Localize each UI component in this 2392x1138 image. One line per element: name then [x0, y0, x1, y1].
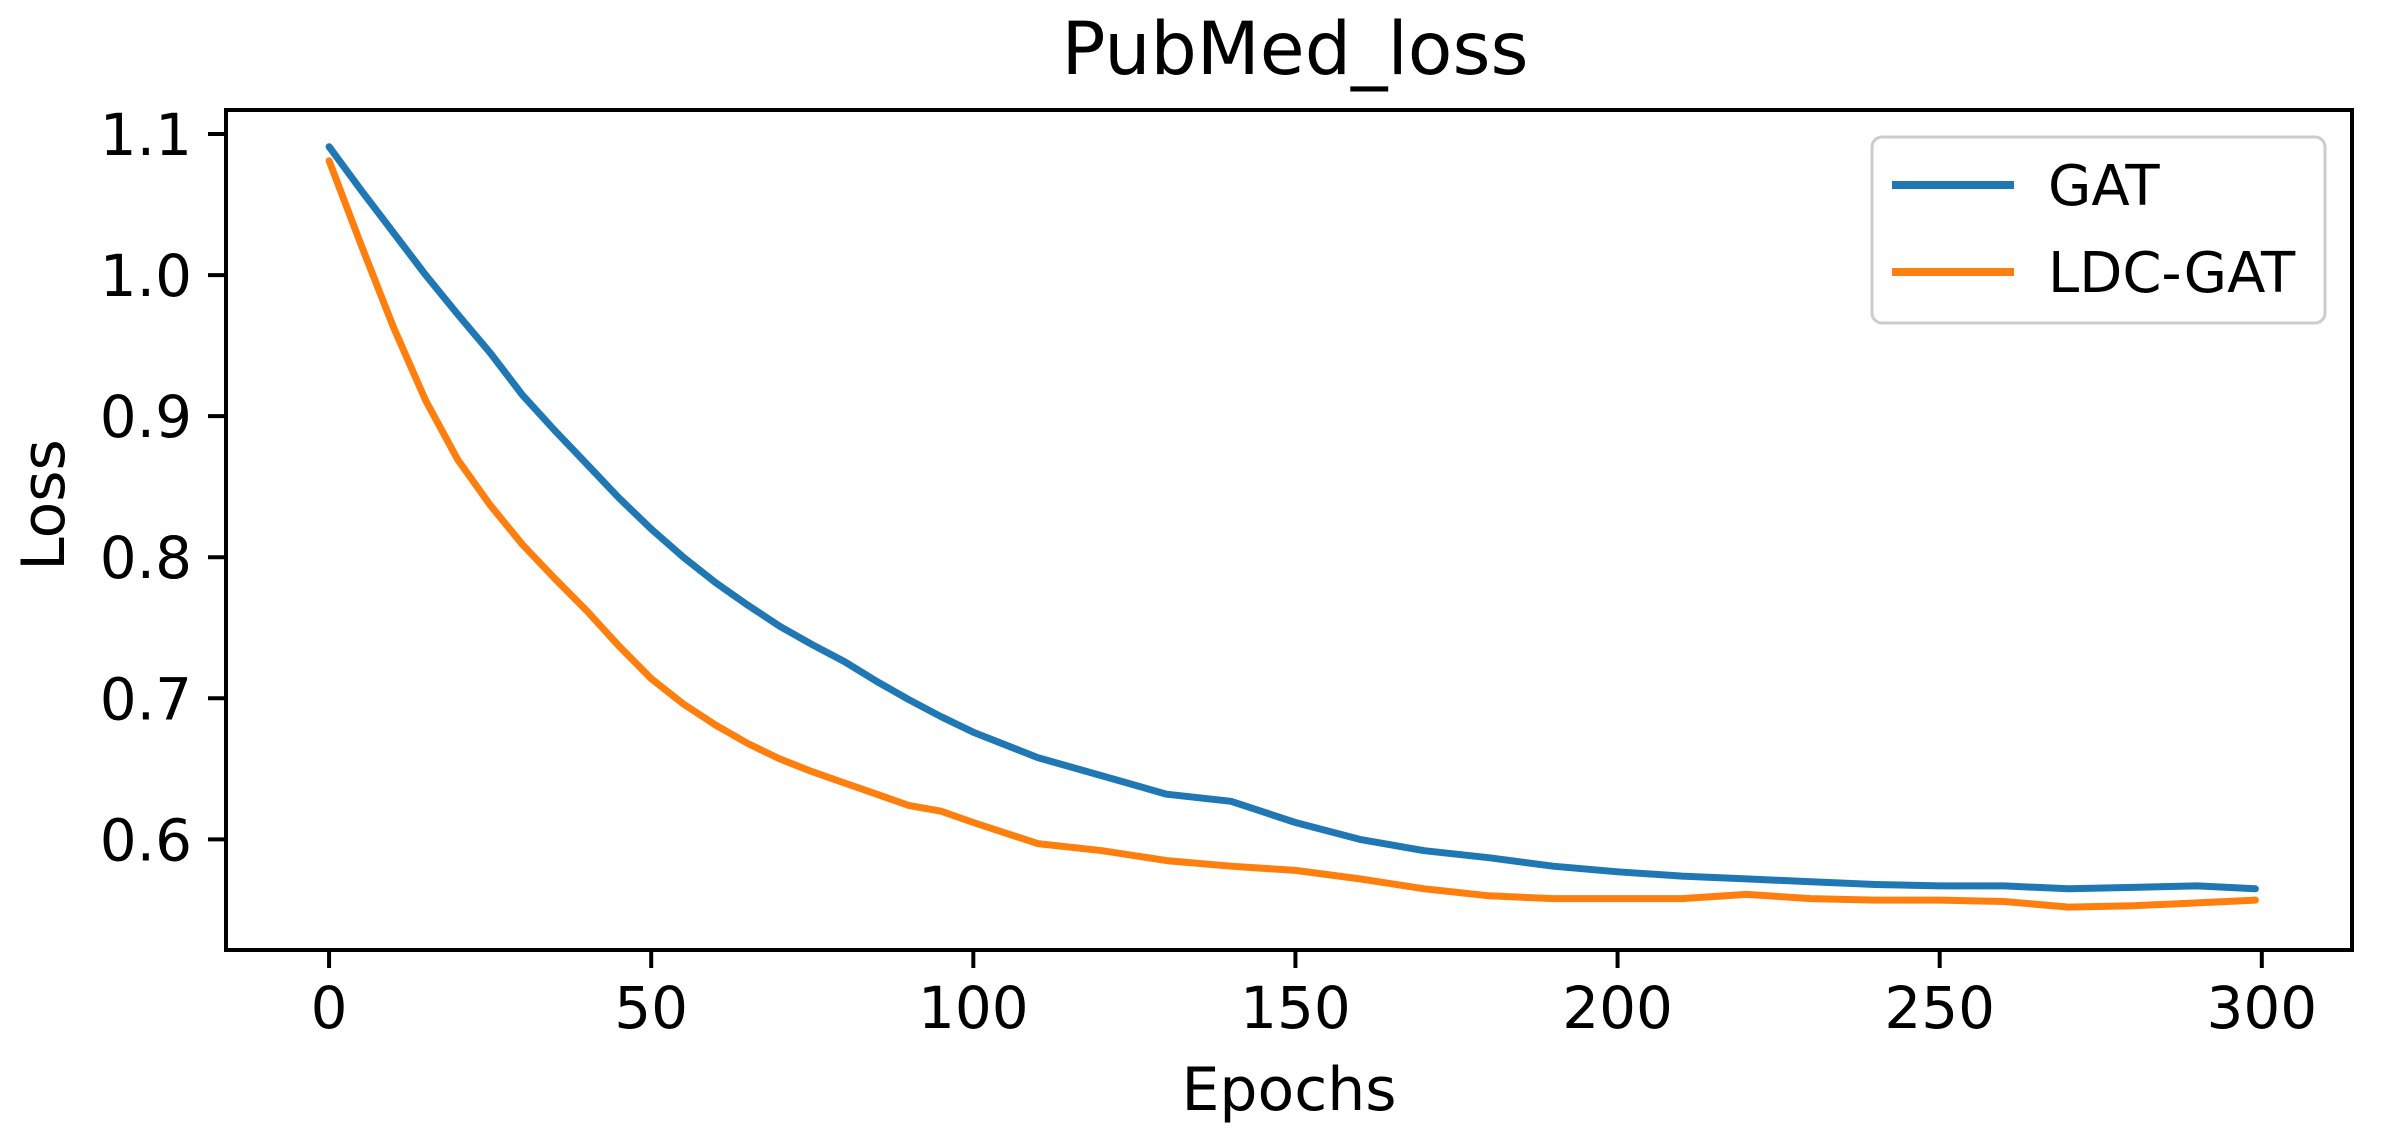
chart-title: PubMed_loss: [1061, 7, 1528, 92]
x-axis: 0 50 100 150 200 250 300: [311, 950, 2317, 1042]
y-tick-label: 0.8: [100, 524, 192, 592]
y-axis: 0.6 0.7 0.8 0.9 1.0 1.1: [100, 101, 226, 874]
ldc-gat-legend-label: LDC-GAT: [2048, 241, 2296, 306]
y-tick-label: 0.9: [100, 383, 192, 451]
gat-line: [325, 143, 2259, 893]
ldc-gat-line: [325, 157, 2259, 911]
x-tick-label: 50: [614, 974, 688, 1042]
y-tick-label: 1.1: [100, 101, 192, 169]
y-tick-label: 0.6: [100, 806, 192, 874]
y-tick-label: 0.7: [100, 665, 192, 733]
x-tick-label: 100: [918, 974, 1029, 1042]
x-tick-label: 200: [1562, 974, 1673, 1042]
x-tick-label: 250: [1884, 974, 1995, 1042]
x-tick-label: 0: [311, 974, 348, 1042]
plot-area-frame: [224, 108, 2354, 952]
legend: GAT LDC-GAT: [1870, 135, 2327, 325]
x-tick-label: 150: [1240, 974, 1351, 1042]
gat-legend-label: GAT: [2048, 154, 2160, 219]
y-tick-label: 1.0: [100, 242, 192, 310]
x-tick-label: 300: [2206, 974, 2317, 1042]
series-group: [325, 143, 2259, 911]
x-axis-label: Epochs: [1182, 1055, 1397, 1125]
y-axis-label: Loss: [9, 439, 79, 571]
